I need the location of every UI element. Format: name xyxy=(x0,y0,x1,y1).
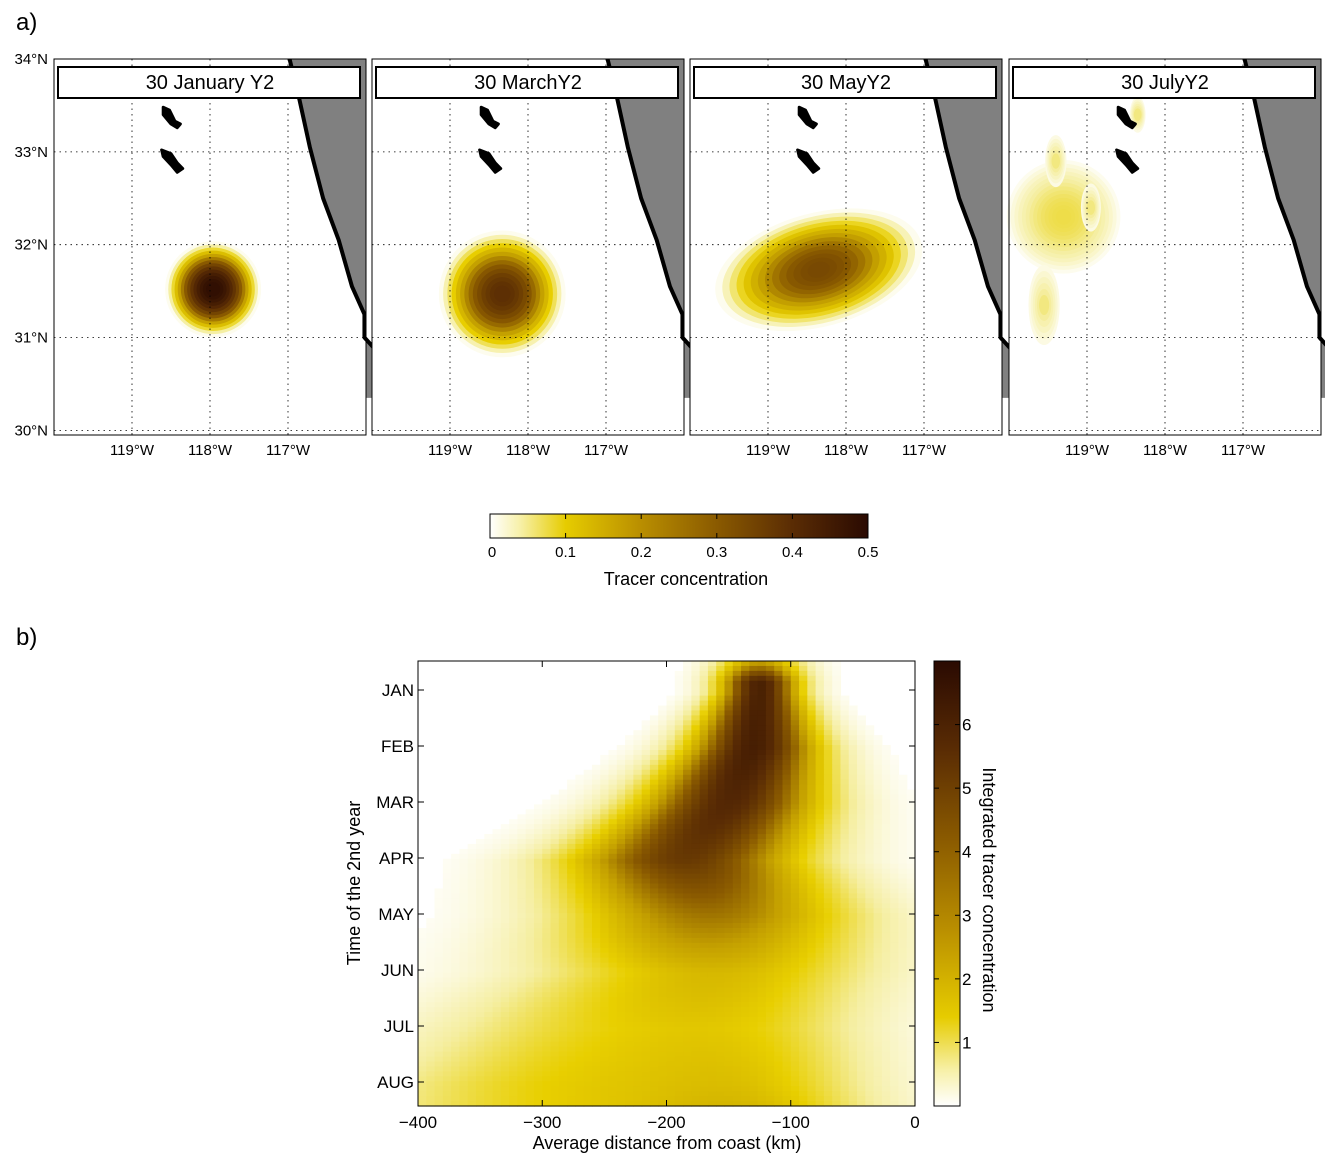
tracer-contour xyxy=(494,285,511,303)
month-tick-label: FEB xyxy=(381,737,414,756)
lon-tick-label: 117°W xyxy=(584,442,629,459)
colorbar-tick-label: 1 xyxy=(962,1033,971,1052)
map-title-box xyxy=(693,66,997,99)
integrated-colorbar-label: Integrated tracer concentration xyxy=(979,767,999,1012)
island xyxy=(1115,148,1140,174)
x-tick-label: −300 xyxy=(523,1113,561,1132)
lon-tick-label: 119°W xyxy=(110,442,155,459)
tracer-colorbar-label: Tracer concentration xyxy=(604,569,768,589)
integrated-colorbar: 1 2 3 4 5 6 Integrated tracer concentration xyxy=(933,660,999,1107)
colorbar-tick-label: 5 xyxy=(962,779,971,798)
tracer-patch xyxy=(1006,96,1146,346)
hovmoller-field xyxy=(418,661,916,1107)
map-title: 30 January Y2 xyxy=(146,72,275,94)
tracer-filament xyxy=(1086,200,1096,215)
lat-tick-label: 30°N xyxy=(14,422,48,439)
x-tick-label: −200 xyxy=(647,1113,685,1132)
colorbar-tick-label: 0.4 xyxy=(782,544,803,561)
hovmoller-ylabel: Time of the 2nd year xyxy=(344,801,364,965)
tracer-contour xyxy=(807,261,830,278)
map-panel-1: 30 January Y2 119°W 118°W 117°W 34°N 33°N 32°N… xyxy=(14,51,388,459)
colorbar-tick-label: 0.3 xyxy=(706,544,727,561)
month-tick-label: JUL xyxy=(384,1017,414,1036)
tracer-colorbar-gradient xyxy=(489,513,869,539)
lat-tick-label: 34°N xyxy=(14,51,48,68)
colorbar-tick-label: 0.2 xyxy=(631,544,652,561)
lon-tick-label: 118°W xyxy=(506,442,551,459)
island xyxy=(1116,105,1137,130)
lon-tick-label: 119°W xyxy=(428,442,473,459)
island xyxy=(161,105,182,130)
x-tick-label: −400 xyxy=(399,1113,437,1132)
lat-tick-label: 32°N xyxy=(14,237,48,254)
month-tick-label: JAN xyxy=(382,681,414,700)
map-panel-2: 30 MarchY2 119°W 118°W 117°W xyxy=(371,58,706,459)
colorbar-tick-label: 3 xyxy=(962,906,971,925)
map-title: 30 JulyY2 xyxy=(1121,72,1209,94)
panel-a-label: a) xyxy=(16,9,37,36)
land-mass xyxy=(925,59,1022,398)
tracer-filament xyxy=(1039,295,1050,316)
lon-tick-label: 117°W xyxy=(266,442,311,459)
map-panel-4: 30 JulyY2 119°W 118°W 117°W xyxy=(1006,58,1325,459)
lon-tick-label: 119°W xyxy=(1065,442,1110,459)
month-tick-label: JUN xyxy=(381,961,414,980)
colorbar-tick-label: 2 xyxy=(962,970,971,989)
map-frame xyxy=(371,58,685,436)
colorbar-tick-label: 6 xyxy=(962,716,971,735)
colorbar-tick-label: 0.1 xyxy=(555,544,576,561)
lon-tick-label: 119°W xyxy=(746,442,791,459)
tracer-contour xyxy=(1055,209,1072,225)
island xyxy=(479,105,500,130)
island xyxy=(478,148,503,174)
colorbar-tick-label: 4 xyxy=(962,843,971,862)
map-frame xyxy=(689,58,1003,436)
coastline xyxy=(1242,58,1325,347)
map-title: 30 MarchY2 xyxy=(474,72,582,94)
island xyxy=(797,105,818,130)
island xyxy=(796,148,821,174)
panel-b-label: b) xyxy=(16,624,37,651)
tracer-contour xyxy=(205,282,221,297)
lon-tick-label: 118°W xyxy=(1143,442,1188,459)
month-tick-label: MAY xyxy=(378,905,414,924)
tracer-patch xyxy=(438,230,566,358)
map-frame xyxy=(53,58,367,436)
lat-tick-label: 33°N xyxy=(14,144,48,161)
tracer-filament xyxy=(1133,108,1142,122)
tracer-patch xyxy=(715,208,923,332)
lon-tick-label: 117°W xyxy=(1221,442,1266,459)
island xyxy=(160,148,185,174)
integrated-colorbar-gradient xyxy=(933,660,961,1107)
map-title-box xyxy=(375,66,679,99)
land-mass xyxy=(607,59,704,398)
lat-tick-label: 31°N xyxy=(14,330,48,347)
colorbar-tick-label: 0.5 xyxy=(858,544,879,561)
map-title: 30 MayY2 xyxy=(801,72,891,94)
x-tick-label: −100 xyxy=(772,1113,810,1132)
month-tick-label: APR xyxy=(379,849,414,868)
land-mass xyxy=(289,59,386,398)
tracer-filament xyxy=(1051,153,1061,169)
map-title-box xyxy=(57,66,361,99)
x-tick-label: 0 xyxy=(910,1113,919,1132)
tracer-colorbar: 0 0.1 0.2 0.3 0.4 0.5 Tracer concentration xyxy=(488,513,879,589)
month-tick-label: AUG xyxy=(377,1073,414,1092)
lon-tick-label: 118°W xyxy=(188,442,233,459)
hovmoller-plot: JAN FEB MAR APR MAY JUN JUL AUG −400 −300 −200 −100… xyxy=(344,660,920,1153)
tracer-patch xyxy=(165,241,262,338)
lon-tick-label: 118°W xyxy=(824,442,869,459)
map-frame xyxy=(1008,58,1322,436)
map-panels: 30 January Y2 119°W 118°W 117°W 34°N 33°N 32°N… xyxy=(14,51,1325,459)
lon-tick-label: 117°W xyxy=(902,442,947,459)
map-title-box xyxy=(1012,66,1316,99)
month-tick-label: MAR xyxy=(376,793,414,812)
colorbar-tick-label: 0 xyxy=(488,544,496,561)
map-panel-3: 30 MayY2 119°W 118°W 117°W xyxy=(689,58,1024,459)
hovmoller-xlabel: Average distance from coast (km) xyxy=(533,1133,802,1153)
